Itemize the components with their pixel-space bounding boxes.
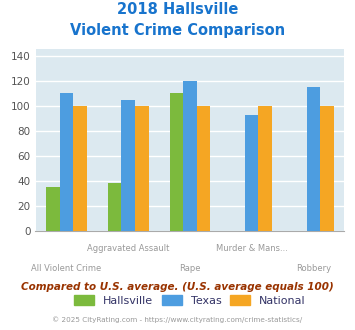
Text: Rape: Rape xyxy=(179,264,201,273)
Bar xyxy=(170,93,183,231)
Bar xyxy=(197,106,210,231)
Bar xyxy=(183,81,197,231)
Bar xyxy=(60,93,73,231)
Bar xyxy=(307,87,320,231)
Text: Violent Crime Comparison: Violent Crime Comparison xyxy=(70,23,285,38)
Text: 2018 Hallsville: 2018 Hallsville xyxy=(117,2,238,16)
Bar xyxy=(108,183,121,231)
Bar xyxy=(320,106,334,231)
Bar xyxy=(73,106,87,231)
Legend: Hallsville, Texas, National: Hallsville, Texas, National xyxy=(70,291,310,311)
Bar xyxy=(121,100,135,231)
Text: Robbery: Robbery xyxy=(296,264,331,273)
Text: Murder & Mans...: Murder & Mans... xyxy=(216,244,288,253)
Bar xyxy=(46,187,60,231)
Bar xyxy=(258,106,272,231)
Bar xyxy=(135,106,148,231)
Text: Compared to U.S. average. (U.S. average equals 100): Compared to U.S. average. (U.S. average … xyxy=(21,282,334,292)
Text: All Violent Crime: All Violent Crime xyxy=(31,264,102,273)
Text: © 2025 CityRating.com - https://www.cityrating.com/crime-statistics/: © 2025 CityRating.com - https://www.city… xyxy=(53,317,302,323)
Text: Aggravated Assault: Aggravated Assault xyxy=(87,244,169,253)
Bar xyxy=(245,115,258,231)
